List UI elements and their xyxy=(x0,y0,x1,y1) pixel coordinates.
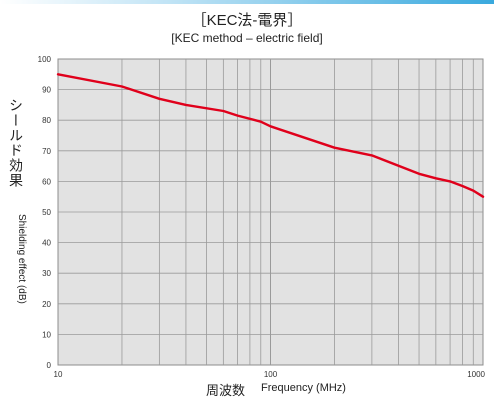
y-tick-label: 60 xyxy=(42,177,51,186)
y-tick-label: 40 xyxy=(42,239,51,248)
chart-title: ［KEC法-電界］ xyxy=(191,12,303,29)
chart-subtitle: [KEC method – electric field] xyxy=(171,31,323,45)
y-tick-label: 30 xyxy=(42,269,51,278)
y-tick-label: 50 xyxy=(42,208,51,217)
y-tick-label: 80 xyxy=(42,116,51,125)
y-tick-label: 70 xyxy=(42,147,51,156)
y-tick-label: 20 xyxy=(42,300,51,309)
x-tick-label: 100 xyxy=(264,370,278,379)
top-accent-line xyxy=(0,0,494,4)
x-axis-label-en: Frequency (MHz) xyxy=(261,382,346,394)
x-tick-label: 10 xyxy=(54,370,63,379)
y-tick-label: 100 xyxy=(38,55,52,64)
y-tick-label: 0 xyxy=(47,361,52,370)
x-tick-label: 1000 xyxy=(467,370,485,379)
grid-lines xyxy=(58,59,483,365)
shielding-effect-line xyxy=(56,73,485,198)
y-tick-label: 90 xyxy=(42,86,51,95)
x-axis-label-ja: 周波数 xyxy=(206,383,246,398)
y-axis-label-ja: シールド効果 xyxy=(8,98,24,188)
y-axis-label-en: Shielding effect (dB) xyxy=(16,214,27,304)
data-series xyxy=(56,73,485,198)
y-tick-label: 10 xyxy=(42,330,51,339)
